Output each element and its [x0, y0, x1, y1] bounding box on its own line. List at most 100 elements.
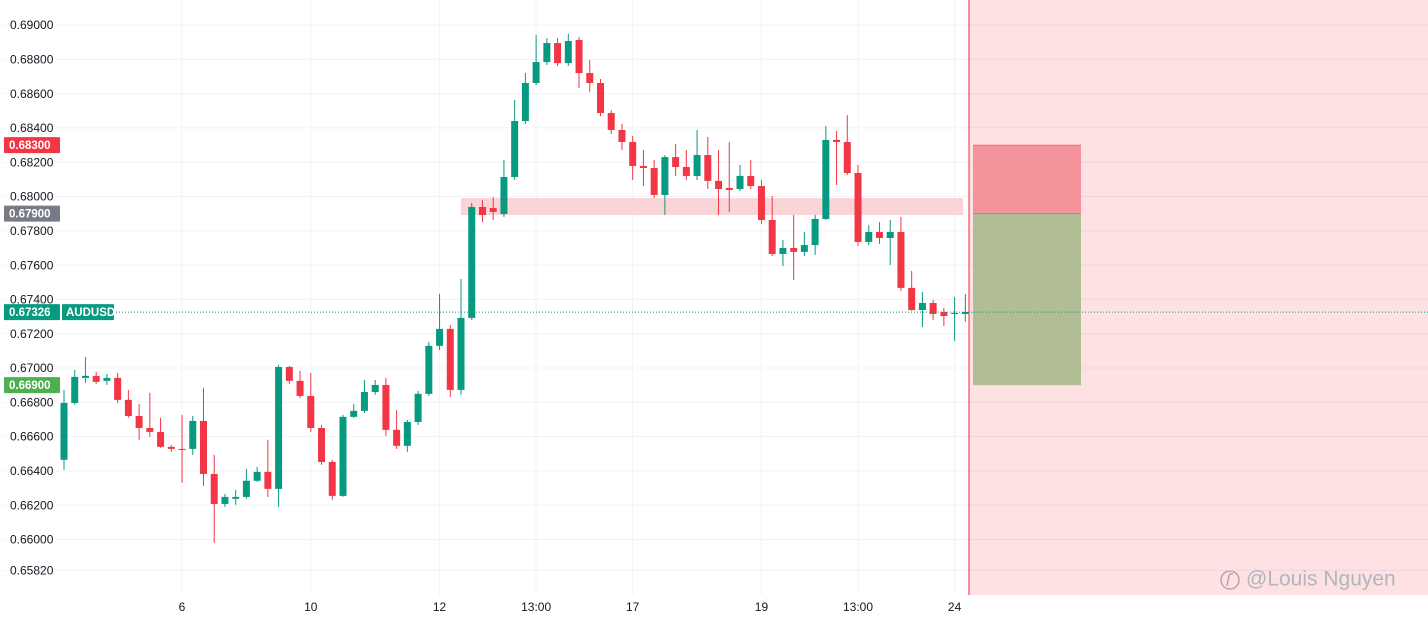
entry-tag: 0.67900 [9, 209, 51, 221]
y-tick-label: 0.68800 [10, 53, 54, 67]
candle-body [81, 375, 89, 378]
candle-body [682, 167, 690, 176]
candle-body [339, 416, 347, 496]
candle-body [897, 231, 905, 288]
candle-body [543, 43, 551, 63]
target-tag: 0.66900 [9, 380, 51, 392]
candle-body [597, 82, 604, 113]
candle-body [446, 328, 454, 390]
y-tick-label: 0.66000 [10, 533, 54, 547]
y-tick-label: 0.68600 [10, 87, 54, 101]
y-tick-bg [4, 326, 56, 341]
candle-body [951, 312, 959, 314]
y-tick-label: 0.65820 [10, 563, 54, 577]
candle-body [318, 427, 326, 462]
x-tick-label: 13:00 [521, 600, 551, 614]
last-price-tag: 0.67326 [9, 307, 51, 319]
candle-body [908, 287, 916, 311]
y-tick-bg [4, 292, 56, 307]
y-tick-label: 0.67200 [10, 327, 54, 341]
symbol-tag-bg [62, 304, 114, 321]
target-tag-bg [4, 377, 60, 394]
candle-body [135, 415, 143, 428]
y-tick-label: 0.67000 [10, 361, 54, 375]
candle-body [382, 384, 390, 430]
candle-body [672, 157, 680, 168]
candle-body [918, 302, 926, 311]
candle-body [564, 40, 572, 64]
candle-body [328, 461, 336, 496]
candle-body [307, 395, 315, 428]
candles [60, 33, 980, 543]
stop-box [973, 145, 1081, 214]
candle-body [961, 311, 969, 314]
x-tick-label: 24 [948, 600, 962, 614]
y-tick-label: 0.68000 [10, 190, 54, 204]
candle-body [242, 480, 250, 497]
candle-body [768, 219, 776, 254]
candle-body [929, 302, 937, 314]
candle-body [60, 402, 68, 460]
candle-body [618, 129, 626, 142]
y-tick-bg [4, 189, 56, 204]
candle-body [586, 73, 594, 83]
candle-body [264, 471, 272, 489]
y-tick-bg [4, 86, 56, 101]
candle-body [865, 231, 873, 242]
candle-body [521, 82, 529, 122]
last-price-tag-bg [4, 304, 60, 321]
candle-body [146, 427, 154, 432]
y-tick-label: 0.67800 [10, 224, 54, 238]
candle-body [436, 328, 444, 346]
y-tick-label: 0.67400 [10, 293, 54, 307]
y-tick-label: 0.66400 [10, 464, 54, 478]
candle-body [747, 175, 755, 187]
candle-body [757, 186, 765, 220]
watermark: @Louis Nguyen [1246, 568, 1396, 591]
candle-body [833, 139, 841, 142]
candle-body [854, 173, 862, 242]
candle-body [607, 112, 615, 130]
candle-body [253, 471, 261, 481]
y-tick-bg [4, 463, 56, 478]
candle-body [511, 121, 519, 177]
y-tick-label: 0.66800 [10, 395, 54, 409]
y-tick-bg [4, 120, 56, 135]
candle-body [489, 207, 497, 212]
candle-body [650, 168, 658, 195]
candle-body [500, 176, 508, 214]
candle-body [822, 139, 830, 219]
entry-tag-bg [4, 205, 60, 222]
candle-body [478, 206, 486, 216]
candle-body [114, 377, 122, 400]
x-tick-label: 19 [755, 600, 769, 614]
y-tick-label: 0.66600 [10, 430, 54, 444]
y-tick-label: 0.69000 [10, 18, 54, 32]
stop-tag-bg [4, 137, 60, 154]
y-tick-bg [4, 223, 56, 238]
x-tick-label: 10 [304, 600, 318, 614]
candle-body [221, 496, 229, 504]
candle-body [704, 155, 712, 181]
y-tick-label: 0.67600 [10, 258, 54, 272]
candle-body [167, 446, 175, 449]
y-tick-bg [4, 155, 56, 170]
y-tick-bg [4, 429, 56, 444]
candle-body [178, 448, 186, 450]
candle-body [296, 380, 304, 396]
y-tick-bg [4, 18, 56, 33]
candle-body [629, 141, 637, 166]
candle-body [779, 247, 787, 254]
candle-body [661, 157, 669, 195]
candle-body [532, 62, 540, 83]
candle-body [693, 155, 701, 176]
candle-body [725, 187, 733, 190]
x-tick-label: 12 [433, 600, 447, 614]
y-tick-bg [4, 360, 56, 375]
candle-body [715, 180, 723, 189]
zone [461, 198, 963, 216]
candle-body [425, 345, 433, 394]
y-tick-bg [4, 258, 56, 273]
candle-body [414, 393, 422, 422]
